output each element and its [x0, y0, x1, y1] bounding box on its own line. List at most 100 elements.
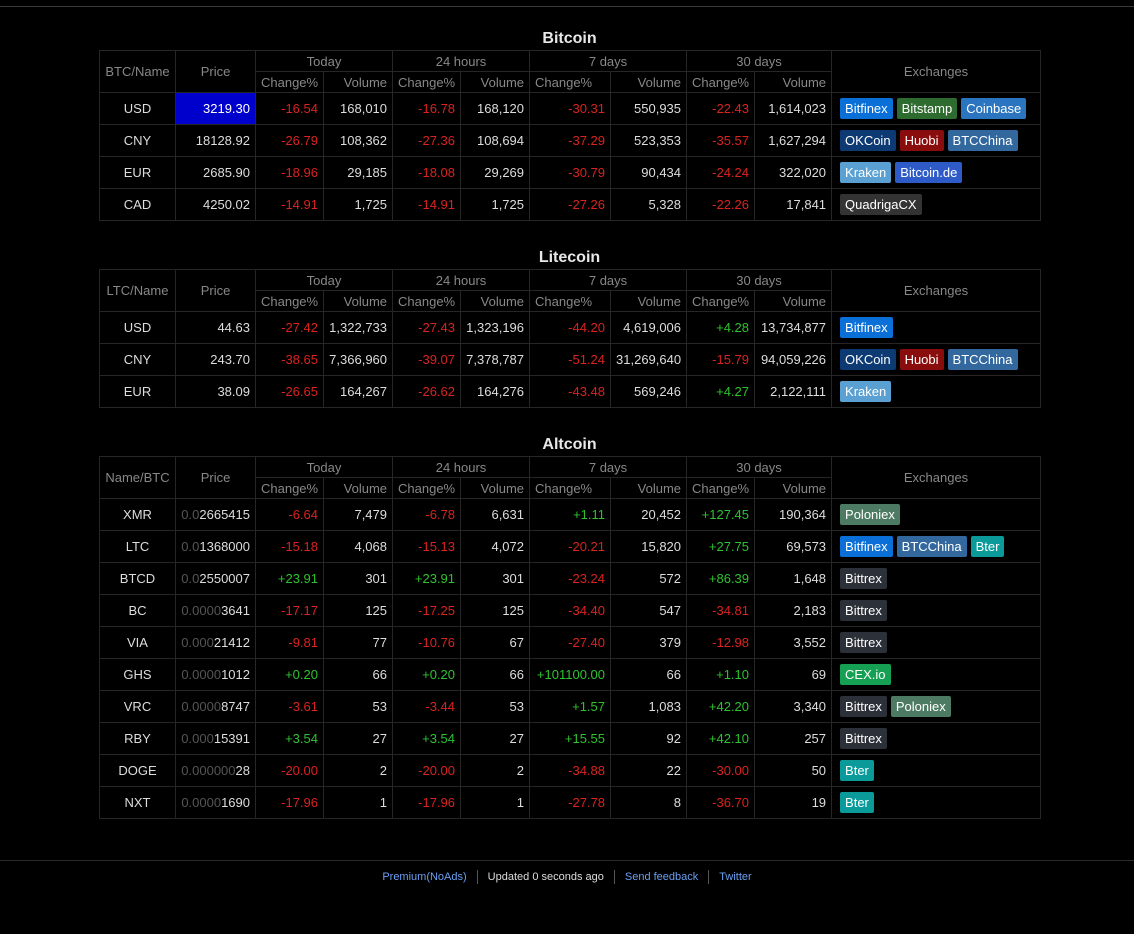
- table-row[interactable]: USD 3219.30 -16.54 168,010 -16.78 168,120 -30.…: [99, 92, 1042, 125]
- table-row[interactable]: NXT 0.00001690 -17.96 1 -17.96 1 -27.78 8 -36.70…: [99, 786, 1042, 819]
- exchange-badge-kraken[interactable]: Kraken: [840, 381, 892, 402]
- exchange-badge-bitfinex[interactable]: Bitfinex: [840, 98, 893, 119]
- change-column-header[interactable]: Change%: [529, 477, 612, 499]
- twitter-link[interactable]: Twitter: [719, 870, 752, 883]
- exchange-badge-cexio[interactable]: CEX.io: [840, 664, 891, 685]
- table-row[interactable]: RBY 0.00015391 +3.54 27 +3.54 27 +15.55 92 +42.1…: [99, 722, 1042, 755]
- volume-column-header[interactable]: Volume: [460, 477, 531, 499]
- table-row[interactable]: EUR 2685.90 -18.96 29,185 -18.08 29,269 -30.79…: [99, 156, 1042, 189]
- table-row[interactable]: BC 0.00003641 -17.17 125 -17.25 125 -34.40 547-…: [99, 594, 1042, 627]
- exchange-badge-bittrex[interactable]: Bittrex: [840, 728, 887, 749]
- exchange-badge-btcchina[interactable]: BTCChina: [947, 349, 1018, 370]
- price-leading-zeros: 0.000: [181, 731, 214, 746]
- exchange-badge-bittrex[interactable]: Bittrex: [840, 696, 887, 717]
- volume-column-header[interactable]: Volume: [610, 71, 688, 93]
- exchange-badge-bittrex[interactable]: Bittrex: [840, 632, 887, 653]
- volume-column-header[interactable]: Volume: [322, 477, 394, 499]
- section-altcoin: Altcoin Name/BTC Price Today 24 hours 7 days 3…: [99, 434, 1042, 819]
- exchange-badge-bittrex[interactable]: Bittrex: [840, 568, 887, 589]
- exchange-badge-poloniex[interactable]: Poloniex: [890, 696, 951, 717]
- volume-column-header[interactable]: Volume: [754, 290, 833, 312]
- name-column-header[interactable]: Name/BTC: [99, 456, 176, 499]
- change-value: -14.91: [392, 188, 462, 221]
- header-row: Name/BTC Price Today 24 hours 7 days 30 days E…: [99, 456, 1042, 499]
- table-row[interactable]: LTC 0.01368000 -15.18 4,068 -15.13 4,072 -20.2…: [99, 530, 1042, 563]
- change-column-header[interactable]: Change%: [529, 290, 612, 312]
- change-column-header[interactable]: Change%: [255, 71, 324, 93]
- change-column-header[interactable]: Change%: [392, 290, 462, 312]
- price-leading-zeros: 0.0000: [181, 667, 222, 682]
- exchange-badge-kraken[interactable]: Kraken: [840, 162, 892, 183]
- exchanges-cell: Bittrex: [831, 562, 1042, 595]
- subheader-row: Change% Volume Change% Volume Change% Volume C…: [100, 477, 1041, 499]
- table-row[interactable]: VRC 0.00008747 -3.61 53 -3.44 53 +1.57 1,083 +42…: [99, 690, 1042, 723]
- change-column-header[interactable]: Change%: [686, 477, 756, 499]
- exchange-badge-bitstamp[interactable]: Bitstamp: [896, 98, 958, 119]
- exchange-badge-huobi[interactable]: Huobi: [899, 349, 944, 370]
- exchange-badge-poloniex[interactable]: Poloniex: [840, 504, 900, 525]
- exchange-badge-huobi[interactable]: Huobi: [899, 130, 944, 151]
- change-value: -37.29: [529, 124, 612, 157]
- volume-column-header[interactable]: Volume: [754, 71, 833, 93]
- change-column-header[interactable]: Change%: [255, 290, 324, 312]
- exchange-badge-okcoin[interactable]: OKCoin: [840, 349, 896, 370]
- volume-value: 1,614,023: [754, 92, 833, 125]
- table-row[interactable]: CNY 243.70 -38.65 7,366,960 -39.07 7,378,787-…: [99, 343, 1042, 376]
- exchange-badge-bittrex[interactable]: Bittrex: [840, 600, 887, 621]
- volume-value: 20,452: [610, 498, 688, 531]
- change-column-header[interactable]: Change%: [686, 71, 756, 93]
- change-column-header[interactable]: Change%: [392, 71, 462, 93]
- change-column-header[interactable]: Change%: [392, 477, 462, 499]
- feedback-link[interactable]: Send feedback: [624, 870, 699, 883]
- volume-value: 4,072: [460, 530, 531, 563]
- change-value: -20.00: [392, 754, 462, 787]
- price-column-header[interactable]: Price: [175, 456, 256, 499]
- exchanges-cell: Bitfinex Bitstamp Coinbase: [831, 92, 1042, 125]
- price-value: 4250.02: [203, 197, 250, 212]
- volume-column-header[interactable]: Volume: [610, 477, 688, 499]
- table-row[interactable]: XMR 0.02665415 -6.64 7,479 -6.78 6,631 +1.11 20…: [99, 498, 1042, 531]
- volume-column-header[interactable]: Volume: [460, 71, 531, 93]
- volume-column-header[interactable]: Volume: [322, 290, 394, 312]
- exchange-badge-bitcoinde[interactable]: Bitcoin.de: [895, 162, 963, 183]
- exchange-badge-bter[interactable]: Bter: [970, 536, 1005, 557]
- exchange-badge-btcchina[interactable]: BTCChina: [896, 536, 967, 557]
- volume-value: 257: [754, 722, 833, 755]
- volume-column-header[interactable]: Volume: [610, 290, 688, 312]
- price-column-header[interactable]: Price: [175, 269, 256, 312]
- exchange-badge-bter[interactable]: Bter: [840, 760, 874, 781]
- volume-value: 547: [610, 594, 688, 627]
- volume-value: 550,935: [610, 92, 688, 125]
- volume-column-header[interactable]: Volume: [460, 290, 531, 312]
- volume-value: 322,020: [754, 156, 833, 189]
- volume-column-header[interactable]: Volume: [754, 477, 833, 499]
- table-row[interactable]: GHS 0.00001012 +0.20 66 +0.20 66 +101100.00 66 +…: [99, 658, 1042, 691]
- table-row[interactable]: CNY 18128.92 -26.79 108,362 -27.36 108,694 -37…: [99, 124, 1042, 157]
- change-column-header[interactable]: Change%: [255, 477, 324, 499]
- change-value: -24.24: [686, 156, 756, 189]
- premium-link[interactable]: Premium(NoAds): [382, 870, 467, 883]
- exchange-badge-btcchina[interactable]: BTCChina: [947, 130, 1018, 151]
- row-name: BTCD: [99, 562, 176, 595]
- table-row[interactable]: VIA 0.00021412 -9.81 77 -10.76 67 -27.40 379 -12…: [99, 626, 1042, 659]
- change-column-header[interactable]: Change%: [529, 71, 612, 93]
- table-row[interactable]: DOGE 0.00000028 -20.00 2 -20.00 2 -34.88 22 -30.…: [99, 754, 1042, 787]
- change-value: +3.54: [255, 722, 324, 755]
- table-row[interactable]: BTCD 0.02550007 +23.91 301 +23.91 301 -23.24 57…: [99, 562, 1042, 595]
- name-column-header[interactable]: BTC/Name: [99, 50, 176, 93]
- exchange-badge-bitfinex[interactable]: Bitfinex: [840, 536, 893, 557]
- exchange-badge-bter[interactable]: Bter: [840, 792, 874, 813]
- exchange-badge-bitfinex[interactable]: Bitfinex: [840, 317, 893, 338]
- table-row[interactable]: EUR 38.09 -26.65 164,267 -26.62 164,276 -43.48…: [99, 375, 1042, 408]
- exchange-badge-quadrigacx[interactable]: QuadrigaCX: [840, 194, 922, 215]
- volume-value: 69: [754, 658, 833, 691]
- exchange-badge-okcoin[interactable]: OKCoin: [840, 130, 896, 151]
- exchange-badge-coinbase[interactable]: Coinbase: [961, 98, 1027, 119]
- change-column-header[interactable]: Change%: [686, 290, 756, 312]
- change-value: -30.31: [529, 92, 612, 125]
- table-row[interactable]: USD 44.63 -27.42 1,322,733 -27.43 1,323,196 -4…: [99, 311, 1042, 344]
- volume-column-header[interactable]: Volume: [322, 71, 394, 93]
- price-column-header[interactable]: Price: [175, 50, 256, 93]
- table-row[interactable]: CAD 4250.02 -14.91 1,725 -14.91 1,725 -27.26 5,…: [99, 188, 1042, 221]
- name-column-header[interactable]: LTC/Name: [99, 269, 176, 312]
